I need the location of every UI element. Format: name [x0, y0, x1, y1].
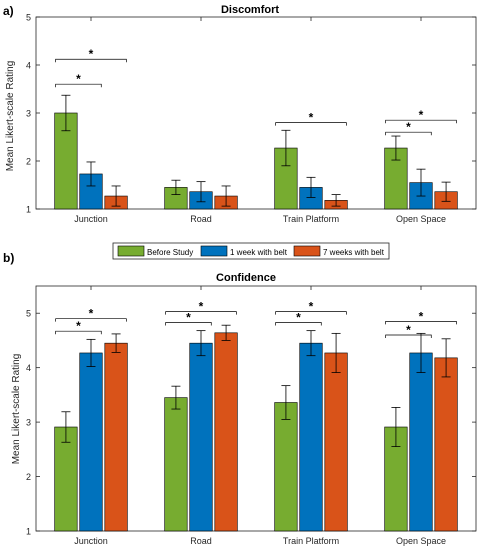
significance-bracket — [385, 321, 457, 325]
y-axis-label: Mean Likert-scale Rating — [11, 354, 22, 465]
significance-bracket — [385, 334, 432, 338]
x-tick-label: Train Platform — [283, 214, 339, 224]
significance-star: * — [199, 300, 204, 314]
bar — [434, 357, 458, 532]
legend: Before Study 1 week with belt 7 weeks wi… — [112, 242, 390, 260]
y-tick-label: 5 — [26, 13, 31, 23]
significance-star: * — [406, 323, 411, 337]
significance-bracket — [165, 322, 212, 326]
significance-star: * — [89, 307, 94, 321]
significance-bracket — [275, 311, 347, 315]
significance-star: * — [309, 300, 314, 314]
significance-star: * — [296, 310, 301, 324]
bar — [299, 342, 323, 532]
bar — [274, 402, 298, 532]
significance-bracket — [55, 318, 127, 322]
chart-marks: 1 2 3 4 5 Junction Road Train Platform Open Spac… — [26, 285, 477, 546]
significance-star: * — [76, 72, 81, 86]
y-tick-label: 1 — [26, 527, 31, 537]
chart-marks: 1 2 3 4 5 Junction Road Train Platform Open Spac… — [26, 13, 477, 224]
x-tick-label: Road — [190, 536, 212, 546]
legend-label-7-weeks: 7 weeks with belt — [323, 248, 385, 257]
significance-bracket — [275, 122, 347, 126]
plot-area-frame — [35, 285, 477, 532]
x-tick-label: Junction — [74, 536, 108, 546]
y-tick-label: 4 — [26, 363, 31, 373]
y-tick-label: 2 — [26, 157, 31, 167]
x-tick-label: Junction — [74, 214, 108, 224]
chart-discomfort: Discomfort Mean Likert-scale Rating 1 2 3 4… — [5, 4, 477, 224]
significance-bracket — [385, 131, 432, 136]
legend-swatch-7-weeks — [293, 245, 321, 257]
significance-star: * — [419, 309, 424, 323]
significance-bracket — [55, 83, 102, 88]
panel-label-b: b) — [3, 251, 14, 265]
bar — [189, 342, 213, 532]
significance-bracket — [55, 330, 102, 335]
x-tick-label: Open Space — [396, 214, 446, 224]
x-tick-label: Open Space — [396, 536, 446, 546]
legend-swatch-before-study — [117, 245, 145, 257]
bar — [409, 352, 433, 532]
significance-star: * — [406, 120, 411, 134]
bar — [104, 342, 128, 532]
chart-title: Confidence — [216, 272, 276, 284]
significance-bracket — [275, 322, 322, 326]
significance-star: * — [419, 108, 424, 122]
chart-confidence: Confidence Mean Likert-scale Rating 1 2 3 4… — [11, 272, 477, 546]
significance-bracket — [385, 119, 457, 124]
y-tick-label: 5 — [26, 309, 31, 319]
significance-star: * — [309, 111, 314, 125]
legend-label-1-week: 1 week with belt — [230, 248, 288, 257]
panel-label-a: a) — [3, 4, 14, 18]
significance-star: * — [76, 319, 81, 333]
chart-title: Discomfort — [221, 4, 279, 16]
x-tick-label: Train Platform — [283, 536, 339, 546]
significance-star: * — [186, 310, 191, 324]
legend-label-before-study: Before Study — [147, 248, 193, 257]
bar — [164, 397, 188, 532]
bar — [324, 352, 348, 532]
legend-swatch-1-week — [200, 245, 228, 257]
y-tick-label: 3 — [26, 109, 31, 119]
x-tick-label: Road — [190, 214, 212, 224]
significance-bracket — [55, 58, 127, 63]
y-tick-label: 4 — [26, 61, 31, 71]
y-tick-label: 3 — [26, 418, 31, 428]
bar — [79, 352, 103, 532]
significance-star: * — [89, 47, 94, 61]
y-tick-label: 2 — [26, 472, 31, 482]
y-tick-label: 1 — [26, 205, 31, 215]
significance-bracket — [165, 311, 237, 315]
y-axis-label: Mean Likert-scale Rating — [5, 61, 16, 172]
bar — [214, 332, 238, 532]
